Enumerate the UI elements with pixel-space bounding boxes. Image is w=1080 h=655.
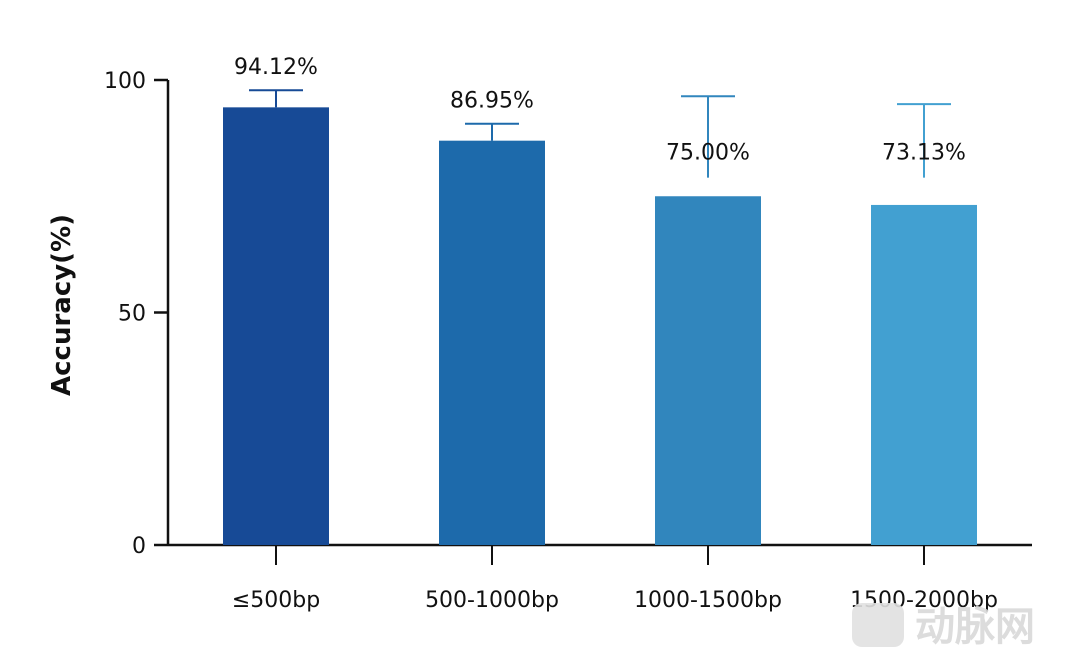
bar xyxy=(439,140,545,545)
bar xyxy=(871,204,977,545)
watermark-text: 动脉网 xyxy=(915,604,1035,650)
value-label: 94.12% xyxy=(234,55,318,80)
y-tick-label: 50 xyxy=(118,302,146,327)
x-tick-label: 1000-1500bp xyxy=(634,588,782,613)
labels: ≤500bp 94.12% 500-1000bp 86.95% 1000-1500bp 7… xyxy=(232,55,998,613)
y-tick-label: 0 xyxy=(132,534,146,559)
x-tick-label: 500-1000bp xyxy=(425,588,559,613)
bars xyxy=(223,107,977,545)
value-label: 75.00% xyxy=(666,141,750,166)
value-label: 73.13% xyxy=(882,141,966,166)
value-label: 86.95% xyxy=(450,89,534,114)
bar xyxy=(655,196,761,545)
watermark: 动脉网 xyxy=(852,603,1035,650)
bar xyxy=(223,107,329,545)
x-tick-label: ≤500bp xyxy=(232,588,320,613)
y-tick-label: 100 xyxy=(104,69,146,94)
vb-logo-icon xyxy=(852,603,904,647)
error-bars xyxy=(249,89,951,178)
y-axis-title: Accuracy(%) xyxy=(47,214,77,396)
